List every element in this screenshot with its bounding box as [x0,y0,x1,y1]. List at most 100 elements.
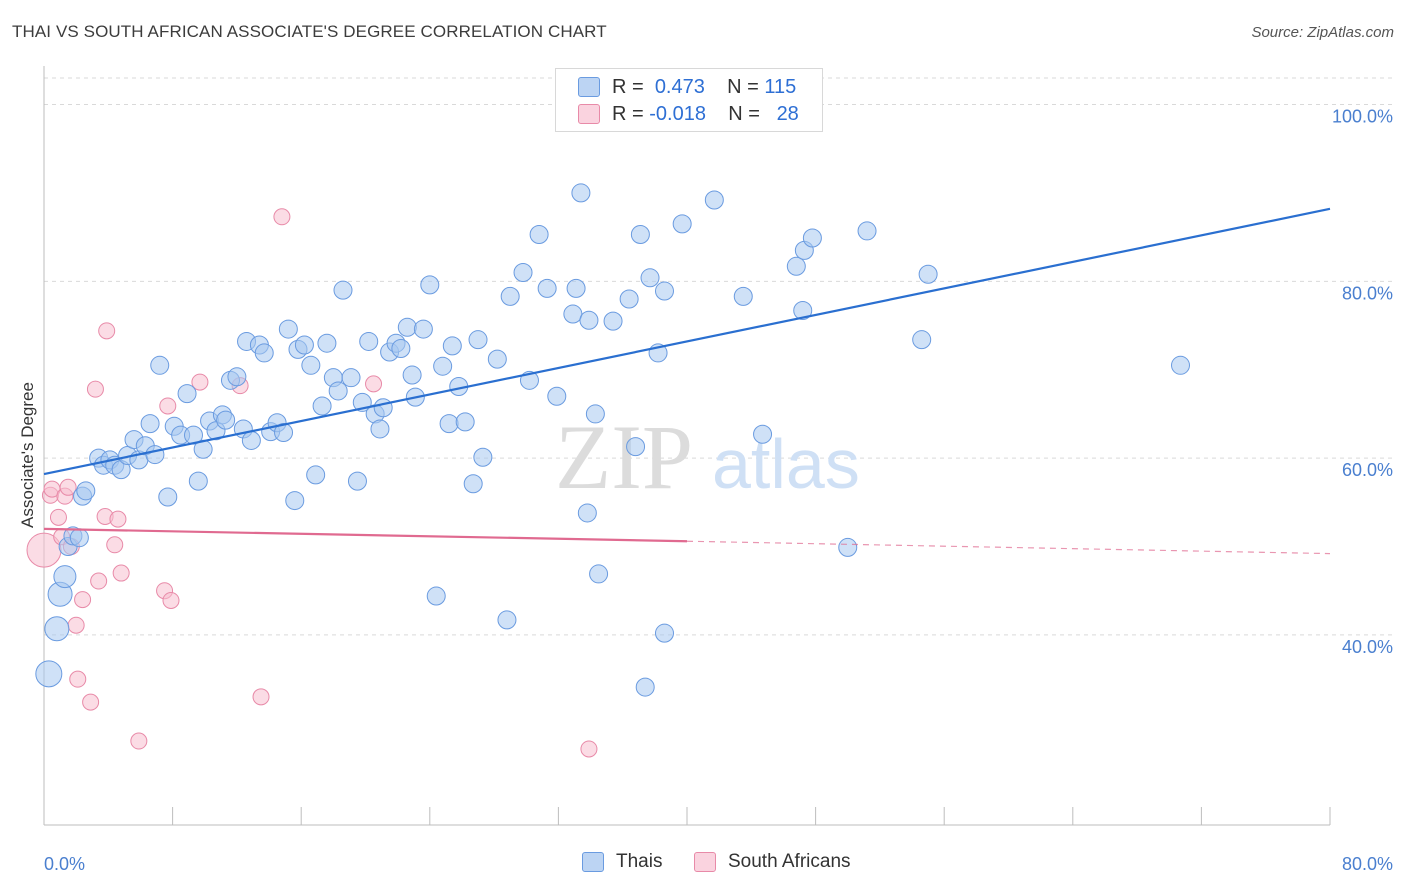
thais-point [306,465,326,485]
thais-point [278,319,298,339]
thais-point [654,623,674,643]
thais-point [579,310,599,330]
thais-point [328,381,348,401]
thais-point [69,528,89,548]
thais-point [312,396,332,416]
thais-point [347,471,367,491]
thais-point [140,414,160,434]
legend-r-label: R = [612,102,644,125]
thais-point [285,491,305,511]
thais-trend-line [43,207,1331,476]
thais-swatch [578,77,600,97]
south-africans-point [67,616,85,634]
thais-point [513,262,533,282]
south-africans-point [106,536,124,554]
thais-point [630,224,650,244]
thais-point [402,365,422,385]
south-africans-point [162,591,180,609]
legend-n-label: N = [727,75,759,98]
south-africans-point [112,564,130,582]
watermark-atlas: atlas [712,425,860,503]
south-africans-swatch [578,104,600,124]
south-africans-point [191,373,209,391]
legend-n-label: N = [728,102,760,125]
south-africans-trend-extension [686,540,1331,555]
thais-point [359,331,379,351]
south-africans-point [82,693,100,711]
thais-point [301,355,321,375]
thais-point [626,437,646,457]
thais-point [241,430,261,450]
thais-point [838,537,858,557]
thais-point [529,224,549,244]
legend-item-south-africans[interactable]: South Africans [694,851,851,873]
legend-r-value: 0.473 [654,75,705,98]
south-africans-point [252,688,270,706]
thais-point [254,343,274,363]
south-africans-point [86,380,104,398]
thais-point [433,356,453,376]
thais-point [426,586,446,606]
thais-point [455,412,475,432]
thais-point [76,481,96,501]
tick-labels: 100.0% 80.0% 60.0% 40.0% 0.0% 80.0% [44,107,1393,874]
thais-point [566,278,586,298]
south-africans-legend-label: South Africans [728,851,851,872]
thais-point [53,565,77,589]
thais-point [317,333,337,353]
thais-point [589,564,609,584]
south-africans-trend-line [43,527,688,543]
thais-point [619,289,639,309]
thais-points [35,183,1191,697]
thais-point [497,610,517,630]
south-africans-point [130,732,148,750]
south-africans-point [90,572,108,590]
thais-point [188,471,208,491]
thais-point [793,300,813,320]
thais-point [35,660,63,688]
south-africans-point [49,508,67,526]
thais-point [473,447,493,467]
thais-point [487,349,507,369]
south-africans-points [26,208,598,758]
x-tick-label: 0.0% [44,854,85,874]
south-africans-point [273,208,291,226]
thais-point [177,384,197,404]
thais-point [571,183,591,203]
thais-point [373,398,393,418]
y-tick-label: 80.0% [1342,283,1393,303]
thais-point [802,228,822,248]
thais-point [537,278,557,298]
thais-point [654,281,674,301]
thais-point [145,445,165,465]
thais-point [733,286,753,306]
thais-point [442,336,462,356]
legend-row-south-africans: R = -0.018 N = 28 [578,101,799,127]
legend-item-thais[interactable]: Thais [582,851,662,873]
thais-point [158,487,178,507]
chart-title: THAI VS SOUTH AFRICAN ASSOCIATE'S DEGREE… [12,22,607,41]
thais-point [753,424,773,444]
south-africans-point [98,322,116,340]
south-africans-point [365,375,383,393]
thais-point [391,339,411,359]
thais-point [786,256,806,276]
y-axis-title: Associate's Degree [18,382,37,528]
thais-point [468,330,488,350]
thais-point [150,355,170,375]
thais-legend-label: Thais [616,851,663,872]
thais-point [585,404,605,424]
legend-n-value: 28 [776,102,799,125]
thais-point [640,268,660,288]
watermark-zip: ZIP [555,406,693,508]
thais-point [547,386,567,406]
thais-point [439,414,459,434]
trend-lines [43,207,1331,555]
y-tick-label: 60.0% [1342,460,1393,480]
thais-point [370,419,390,439]
south-africans-point [59,478,77,496]
thais-point [294,335,314,355]
legend-row-thais: R = 0.473 N = 115 [578,74,796,100]
thais-point [413,319,433,339]
source-label: Source: ZipAtlas.com [1251,24,1394,41]
